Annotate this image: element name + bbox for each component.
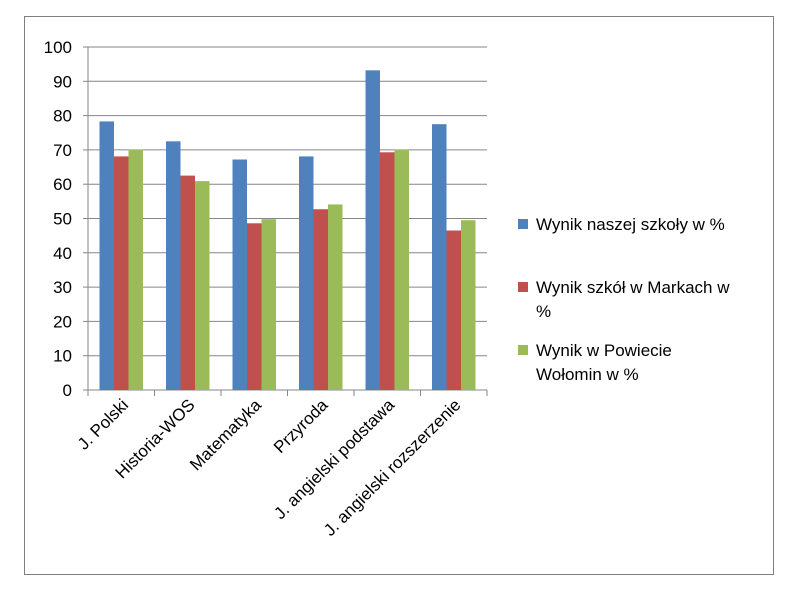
bar <box>232 159 247 390</box>
y-tick-label: 10 <box>53 347 72 366</box>
bar <box>166 141 181 390</box>
legend-swatch <box>518 219 528 229</box>
legend-label-line: Wynik w Powiecie <box>536 341 672 360</box>
y-tick-label: 20 <box>53 312 72 331</box>
y-tick-label: 60 <box>53 175 72 194</box>
x-tick-label: Matematyka <box>186 395 265 474</box>
bar <box>180 175 195 390</box>
y-tick-label: 100 <box>44 38 72 57</box>
legend-label: Wynik naszej szkoły w % <box>536 215 725 234</box>
y-tick-label: 50 <box>53 210 72 229</box>
legend-swatch <box>518 345 528 355</box>
bar <box>99 121 114 390</box>
legend-label-line: Wynik szkół w Markach w <box>536 278 730 297</box>
x-tick-label: Przyroda <box>270 395 332 457</box>
bar <box>128 149 143 390</box>
y-tick-label: 80 <box>53 107 72 126</box>
y-tick-label: 0 <box>63 381 72 400</box>
legend-label-line: % <box>536 302 551 321</box>
bar <box>247 223 262 390</box>
bar <box>394 149 409 390</box>
bar <box>365 70 380 390</box>
bar <box>432 124 447 391</box>
x-tick-label: J. angielski podstawa <box>270 395 398 523</box>
bar <box>114 156 129 390</box>
bar <box>446 230 461 390</box>
y-tick-label: 70 <box>53 141 72 160</box>
legend-label-line: Wołomin w % <box>536 365 639 384</box>
legend-swatch <box>518 282 528 292</box>
bar <box>313 209 328 390</box>
x-tick-label: J. angielski rozszerzenie <box>320 395 464 539</box>
legend-label-line: Wynik naszej szkoły w % <box>536 215 725 234</box>
y-tick-label: 90 <box>53 72 72 91</box>
bar <box>461 220 476 390</box>
bar <box>328 204 343 390</box>
legend-label: Wynik w Powiecie Wołomin w % <box>536 341 672 384</box>
bar <box>299 156 314 390</box>
legend-label: Wynik szkół w Markach w% <box>536 278 730 321</box>
bar <box>380 152 395 390</box>
y-tick-label: 40 <box>53 244 72 263</box>
bar <box>195 181 210 390</box>
y-tick-label: 30 <box>53 278 72 297</box>
x-tick-label: J. Polski <box>74 395 132 453</box>
bar <box>261 219 276 390</box>
